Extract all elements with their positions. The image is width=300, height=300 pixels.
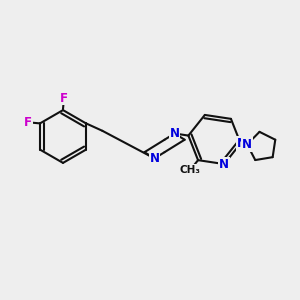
Text: N: N	[149, 152, 160, 165]
Text: N: N	[169, 127, 180, 140]
Text: N: N	[219, 158, 229, 171]
Text: N: N	[242, 138, 252, 151]
Text: F: F	[60, 92, 68, 105]
Text: CH₃: CH₃	[180, 165, 201, 175]
Text: N: N	[237, 137, 247, 150]
Text: F: F	[24, 116, 32, 129]
